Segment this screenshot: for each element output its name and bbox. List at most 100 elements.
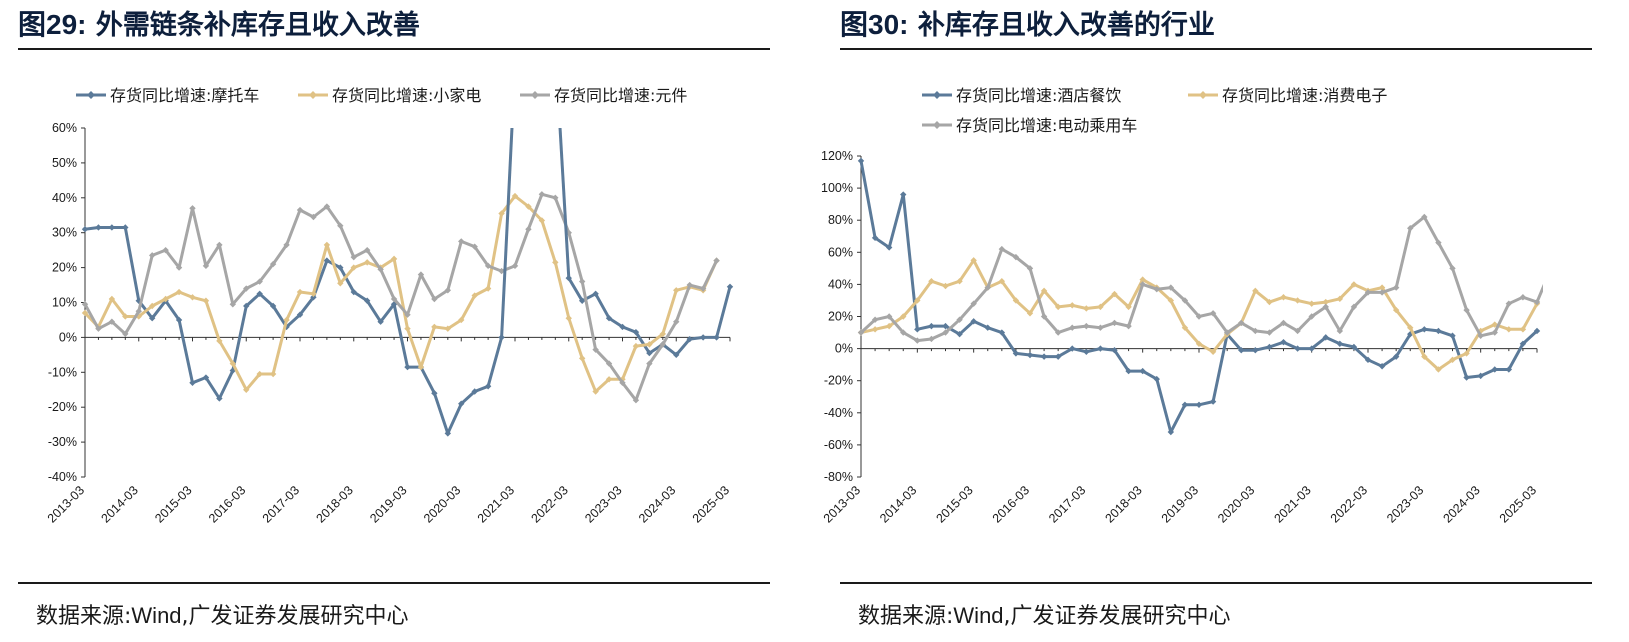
data-point	[1350, 343, 1358, 351]
x-tick-label: 2018-03	[1102, 483, 1144, 525]
data-point	[243, 302, 250, 310]
data-point	[269, 370, 277, 378]
legend-label: 存货同比增速:消费电子	[1222, 86, 1387, 105]
data-point	[578, 278, 586, 285]
data-point	[1477, 327, 1484, 335]
data-point	[1491, 366, 1498, 373]
data-point	[1364, 356, 1372, 364]
data-point	[189, 379, 196, 386]
data-point	[81, 309, 89, 317]
data-point	[1195, 313, 1203, 320]
y-tick-label: 80%	[828, 213, 853, 227]
data-point	[942, 329, 949, 336]
data-point	[122, 224, 129, 231]
source-divider	[18, 582, 770, 584]
data-point	[1026, 351, 1034, 359]
data-point	[1069, 324, 1076, 331]
data-point	[1280, 294, 1287, 301]
data-point	[538, 191, 546, 198]
data-point	[699, 334, 707, 341]
data-point	[646, 341, 653, 348]
series-1	[81, 224, 734, 437]
data-point	[390, 295, 398, 303]
data-point	[605, 376, 613, 383]
data-point	[1238, 319, 1245, 327]
legend-label: 存货同比增速:摩托车	[110, 86, 259, 105]
data-point	[605, 360, 613, 367]
data-point	[1533, 298, 1541, 306]
x-tick-label: 2024-03	[1440, 483, 1482, 525]
data-point	[350, 264, 357, 271]
data-point	[484, 285, 492, 292]
data-point	[458, 400, 465, 407]
data-point	[431, 295, 438, 303]
data-point	[310, 213, 317, 221]
figure-number: 图29:	[18, 9, 87, 40]
data-point	[1195, 340, 1203, 347]
data-point	[1435, 366, 1442, 373]
data-point	[1392, 284, 1400, 291]
data-point	[578, 297, 586, 304]
data-point	[310, 290, 317, 297]
data-point	[984, 324, 991, 331]
data-point	[1407, 225, 1414, 232]
data-point	[1407, 324, 1414, 331]
data-point	[632, 397, 640, 404]
series-1	[857, 157, 1541, 436]
data-point	[699, 285, 707, 292]
data-point	[857, 157, 865, 165]
legend-label: 存货同比增速:小家电	[332, 86, 481, 105]
legend-swatch-marker	[1199, 91, 1207, 99]
figure-29-panel: 图29: 外需链条补库存且收入改善 60% 50% 40% 30% 20% 10% 0% -1…	[18, 0, 770, 642]
legend-label: 存货同比增速:电动乘用车	[956, 116, 1137, 135]
data-point	[1392, 353, 1400, 360]
data-point	[592, 290, 599, 297]
data-point	[673, 351, 680, 359]
data-point	[1378, 284, 1386, 291]
y-tick-label: 10%	[52, 296, 77, 310]
y-tick-label: -10%	[48, 365, 77, 379]
data-point	[1477, 372, 1484, 380]
data-point	[1097, 345, 1104, 352]
data-point	[1477, 332, 1484, 339]
data-point	[471, 292, 478, 299]
data-point	[592, 346, 599, 353]
data-point	[323, 203, 331, 210]
data-point	[498, 210, 505, 217]
data-point	[900, 329, 907, 336]
y-tick-label: -80%	[824, 470, 853, 484]
source-note: 数据来源:Wind,广发证券发展研究中心	[36, 598, 409, 630]
legend-swatch-marker	[87, 91, 95, 99]
y-tick-label: 20%	[52, 261, 77, 275]
data-point	[1040, 353, 1048, 360]
data-point	[444, 430, 452, 437]
data-point	[942, 282, 949, 290]
data-point	[1209, 398, 1217, 405]
source-org: ,广发证券发展研究中心	[1003, 604, 1231, 629]
data-point	[417, 271, 425, 278]
data-point	[1519, 294, 1527, 301]
data-point	[511, 192, 519, 200]
data-point	[1449, 265, 1456, 272]
source-note: 数据来源:Wind,广发证券发展研究中心	[858, 598, 1231, 630]
data-point	[1153, 286, 1160, 293]
legend-label: 存货同比增速:元件	[554, 86, 687, 105]
data-point	[431, 390, 438, 397]
series-line	[859, 160, 1539, 434]
data-point	[484, 262, 492, 270]
x-tick-label: 2016-03	[990, 483, 1032, 525]
source-label: 数据来源:	[36, 604, 132, 629]
data-point	[632, 328, 640, 336]
data-point	[337, 222, 344, 229]
legend-swatch-marker	[531, 91, 539, 99]
data-point	[900, 313, 907, 320]
figure-30-panel: 图30: 补库存且收入改善的行业 120% 100% 80% 60% 40% 20% 0% -…	[821, 0, 1592, 642]
data-point	[565, 315, 572, 322]
data-point	[363, 259, 371, 266]
chart-inventory-growth-industries: 120%100%80%60%40%20%0%-20%-40%-60%-80%20…	[821, 86, 1554, 526]
data-point	[900, 191, 907, 198]
data-point	[1463, 306, 1470, 314]
data-point	[713, 257, 720, 264]
data-point	[350, 253, 357, 261]
data-point	[1548, 265, 1554, 271]
